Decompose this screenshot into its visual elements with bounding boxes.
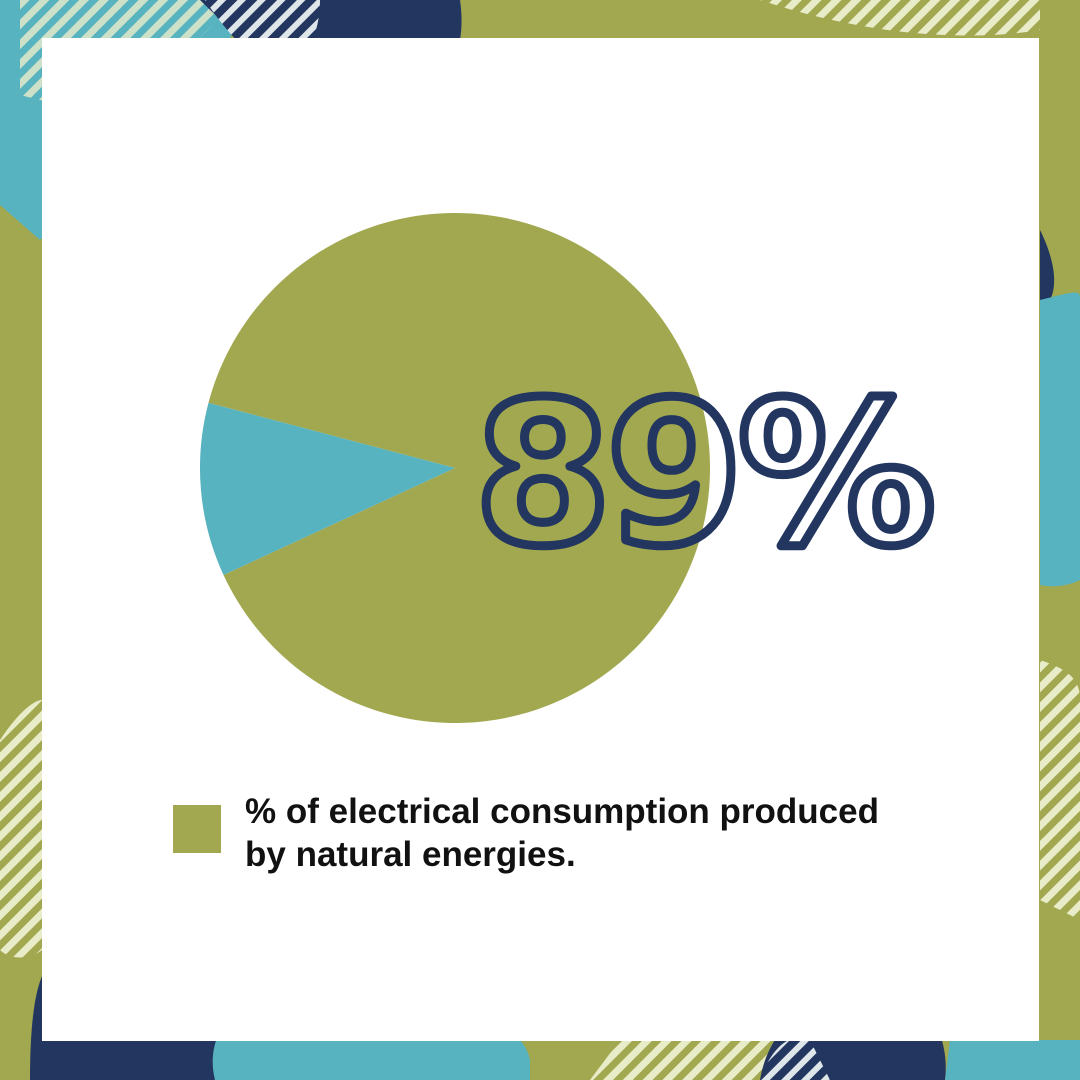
blob-right-stripes	[1040, 660, 1080, 920]
legend: % of electrical consumption produced by …	[173, 790, 933, 880]
blob-left-stripes	[0, 700, 42, 958]
legend-swatch	[173, 805, 221, 853]
pie-slice-natural	[208, 213, 711, 724]
blob-right-teal	[1040, 292, 1080, 587]
blob-top-right-stripes	[760, 0, 1040, 36]
blob-bottom-right-navy-stripes	[760, 1037, 830, 1080]
legend-label: % of electrical consumption produced by …	[245, 792, 879, 874]
blob-right-navy	[1040, 230, 1055, 305]
pie-slice-other	[200, 402, 455, 575]
percent-annotation: 89%	[474, 359, 931, 590]
blob-bottom-right-teal	[945, 1040, 1080, 1080]
pie-slices	[200, 213, 711, 724]
